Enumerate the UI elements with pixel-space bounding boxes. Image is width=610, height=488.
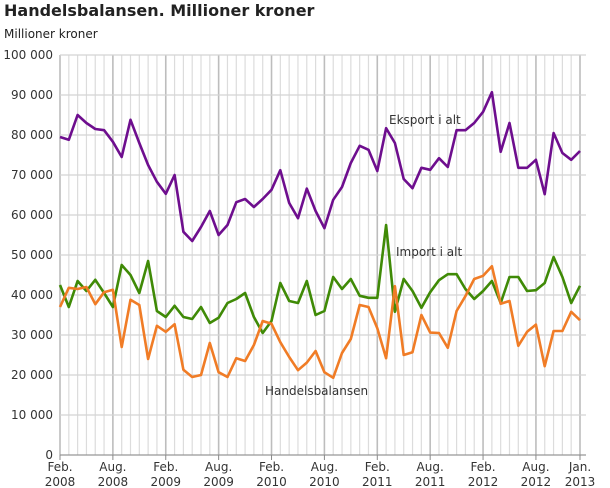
x-tick-label-month: Aug. (205, 460, 232, 474)
x-tick-label-month: Feb. (259, 460, 284, 474)
y-tick-label: 50 000 (11, 248, 53, 262)
y-tick-label: 60 000 (11, 208, 53, 222)
x-tick-label-month: Aug. (99, 460, 126, 474)
x-tick-label-month: Feb. (365, 460, 390, 474)
x-tick-label-month: Feb. (471, 460, 496, 474)
x-tick-label-year: 2010 (309, 475, 340, 488)
x-tick-label-year: 2012 (468, 475, 499, 488)
y-tick-label: 70 000 (11, 168, 53, 182)
y-tick-label: 0 (45, 448, 53, 462)
chart-title: Handelsbalansen. Millioner kroner (4, 1, 315, 20)
series-line-0 (59, 90, 581, 243)
x-tick-label-month: Aug. (417, 460, 444, 474)
x-tick-label-year: 2008 (98, 475, 129, 488)
series-label: Eksport i alt (389, 113, 461, 127)
x-tick-label-month: Aug. (522, 460, 549, 474)
series-line-2 (58, 264, 581, 380)
y-tick-label: 30 000 (11, 328, 53, 342)
x-tick-label-month: Aug. (311, 460, 338, 474)
y-tick-label: 20 000 (11, 368, 53, 382)
x-tick-label-year: 2012 (521, 475, 552, 488)
y-tick-label: 100 000 (3, 48, 53, 62)
x-tick-label-year: 2009 (203, 475, 234, 488)
x-tick-label-year: 2009 (150, 475, 181, 488)
x-tick-label-year: 2013 (565, 475, 596, 488)
series-label: Handelsbalansen (265, 384, 368, 398)
y-tick-label: 40 000 (11, 288, 53, 302)
x-tick-label-month: Feb. (153, 460, 178, 474)
y-tick-label: 90 000 (11, 88, 53, 102)
x-tick-label-month: Jan. (568, 460, 591, 474)
x-tick-label-year: 2011 (415, 475, 446, 488)
y-axis-label: Millioner kroner (4, 27, 98, 41)
x-tick-label-year: 2010 (256, 475, 287, 488)
series-label: Import i alt (396, 245, 462, 259)
x-tick-label-year: 2008 (45, 475, 76, 488)
x-tick-label-year: 2011 (362, 475, 393, 488)
series-line-1 (58, 223, 582, 335)
y-tick-label: 10 000 (11, 408, 53, 422)
x-tick-label-month: Feb. (47, 460, 72, 474)
y-tick-label: 80 000 (11, 128, 53, 142)
